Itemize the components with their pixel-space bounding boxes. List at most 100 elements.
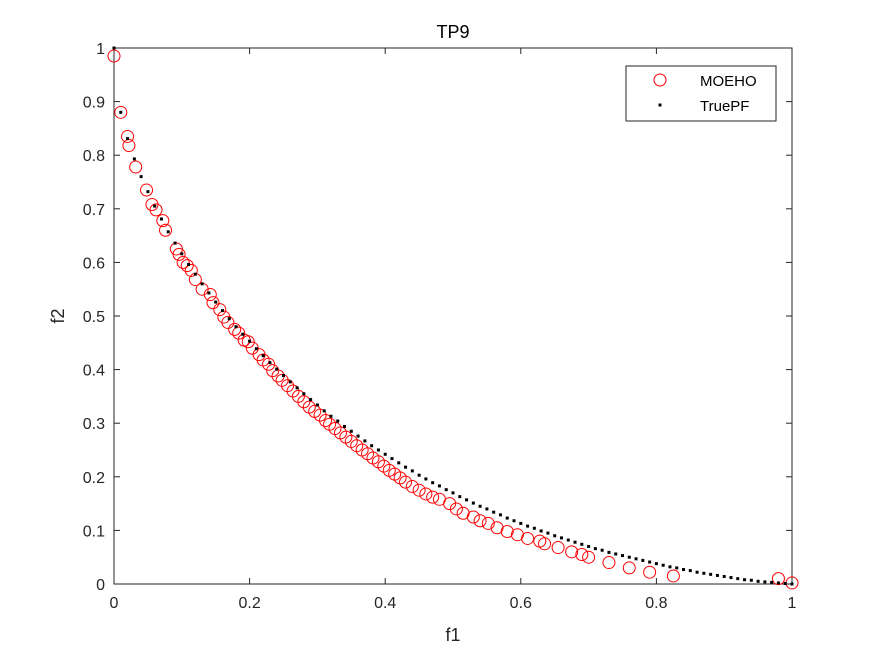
moeho-point xyxy=(622,561,636,575)
truepf-point xyxy=(519,521,523,525)
legend-truepf-label: TruePF xyxy=(700,98,749,115)
y-tick-label: 0.2 xyxy=(83,470,105,487)
truepf-point xyxy=(654,562,658,566)
truepf-point xyxy=(756,579,760,583)
truepf-point xyxy=(261,354,265,358)
truepf-point xyxy=(315,403,319,407)
truepf-point xyxy=(207,291,211,295)
moeho-point xyxy=(602,556,616,570)
y-tick-label: 0.8 xyxy=(83,148,105,165)
moeho-point xyxy=(538,537,552,551)
moeho-point xyxy=(473,514,487,528)
moeho-point xyxy=(180,259,194,273)
truepf-point xyxy=(641,558,645,562)
moeho-point xyxy=(643,565,657,579)
moeho-point xyxy=(206,296,220,310)
truepf-point xyxy=(376,448,380,452)
x-tick-label: 0.6 xyxy=(510,595,532,612)
truepf-point xyxy=(736,577,740,581)
moeho-point xyxy=(176,255,190,269)
moeho-point xyxy=(481,516,495,530)
truepf-point xyxy=(173,241,177,245)
truepf-point xyxy=(234,325,238,329)
moeho-point xyxy=(399,475,413,489)
series-truepf xyxy=(112,46,794,586)
truepf-point xyxy=(336,419,340,423)
truepf-point xyxy=(112,46,116,50)
truepf-point xyxy=(214,300,218,304)
truepf-point xyxy=(126,137,130,141)
truepf-point xyxy=(187,263,191,267)
truepf-point xyxy=(295,386,299,390)
truepf-point xyxy=(634,557,638,561)
moeho-point xyxy=(172,247,186,261)
truepf-point xyxy=(268,361,272,365)
truepf-point xyxy=(451,491,455,495)
truepf-point xyxy=(722,574,726,578)
truepf-point xyxy=(132,157,136,161)
truepf-point xyxy=(424,477,428,481)
truepf-point xyxy=(526,524,530,528)
y-tick-label: 0.7 xyxy=(83,202,105,219)
truepf-point xyxy=(539,529,543,533)
moeho-point xyxy=(565,545,579,559)
truepf-point xyxy=(180,252,184,256)
y-axis-label: f2 xyxy=(48,308,68,323)
chart-title: TP9 xyxy=(436,22,469,42)
moeho-point xyxy=(582,550,596,564)
moeho-point xyxy=(466,510,480,524)
truepf-point xyxy=(343,424,347,428)
moeho-point xyxy=(156,214,170,228)
moeho-point xyxy=(575,548,589,562)
truepf-point xyxy=(139,175,143,179)
moeho-point xyxy=(266,364,280,378)
truepf-point xyxy=(410,469,414,473)
truepf-point xyxy=(397,461,401,465)
truepf-point xyxy=(417,473,421,477)
x-tick-label: 1 xyxy=(788,595,797,612)
truepf-point xyxy=(682,568,686,572)
legend-truepf-marker xyxy=(658,103,662,107)
x-axis-label: f1 xyxy=(445,625,460,645)
y-tick-label: 0.4 xyxy=(83,363,105,380)
truepf-point xyxy=(627,555,631,559)
moeho-point xyxy=(551,541,565,555)
truepf-point xyxy=(471,501,475,505)
moeho-point xyxy=(521,531,535,545)
moeho-point xyxy=(297,395,311,409)
moeho-point xyxy=(221,315,235,329)
truepf-point xyxy=(729,576,733,580)
truepf-point xyxy=(437,484,441,488)
truepf-point xyxy=(370,444,374,448)
moeho-point xyxy=(241,335,255,349)
truepf-point xyxy=(254,347,258,351)
moeho-point xyxy=(262,357,276,371)
truepf-point xyxy=(743,578,747,582)
legend-moeho-marker xyxy=(653,73,667,87)
moeho-point xyxy=(286,384,300,398)
ticks: 0 0.2 0.4 0.6 0.8 1 0 0.1 0.2 0.3 0.4 0.5 0.6 0.7 0.8 0… xyxy=(83,41,797,612)
truepf-point xyxy=(322,409,326,413)
truepf-point xyxy=(248,339,252,343)
moeho-point xyxy=(666,569,680,583)
moeho-point xyxy=(405,479,419,493)
truepf-point xyxy=(600,548,604,552)
truepf-point xyxy=(566,538,570,542)
legend-moeho-label: MOEHO xyxy=(700,73,757,90)
moeho-point xyxy=(121,129,135,143)
moeho-point xyxy=(140,183,154,197)
moeho-point xyxy=(500,524,514,538)
truepf-point xyxy=(675,566,679,570)
truepf-point xyxy=(390,457,394,461)
truepf-point xyxy=(193,272,197,276)
truepf-point xyxy=(349,429,353,433)
truepf-point xyxy=(553,534,557,538)
truepf-point xyxy=(614,552,618,556)
moeho-point xyxy=(419,487,433,501)
truepf-point xyxy=(709,572,713,576)
truepf-point xyxy=(465,498,469,502)
truepf-point xyxy=(458,495,462,499)
data-marks xyxy=(107,46,799,590)
truepf-point xyxy=(363,439,367,443)
truepf-point xyxy=(485,507,489,511)
